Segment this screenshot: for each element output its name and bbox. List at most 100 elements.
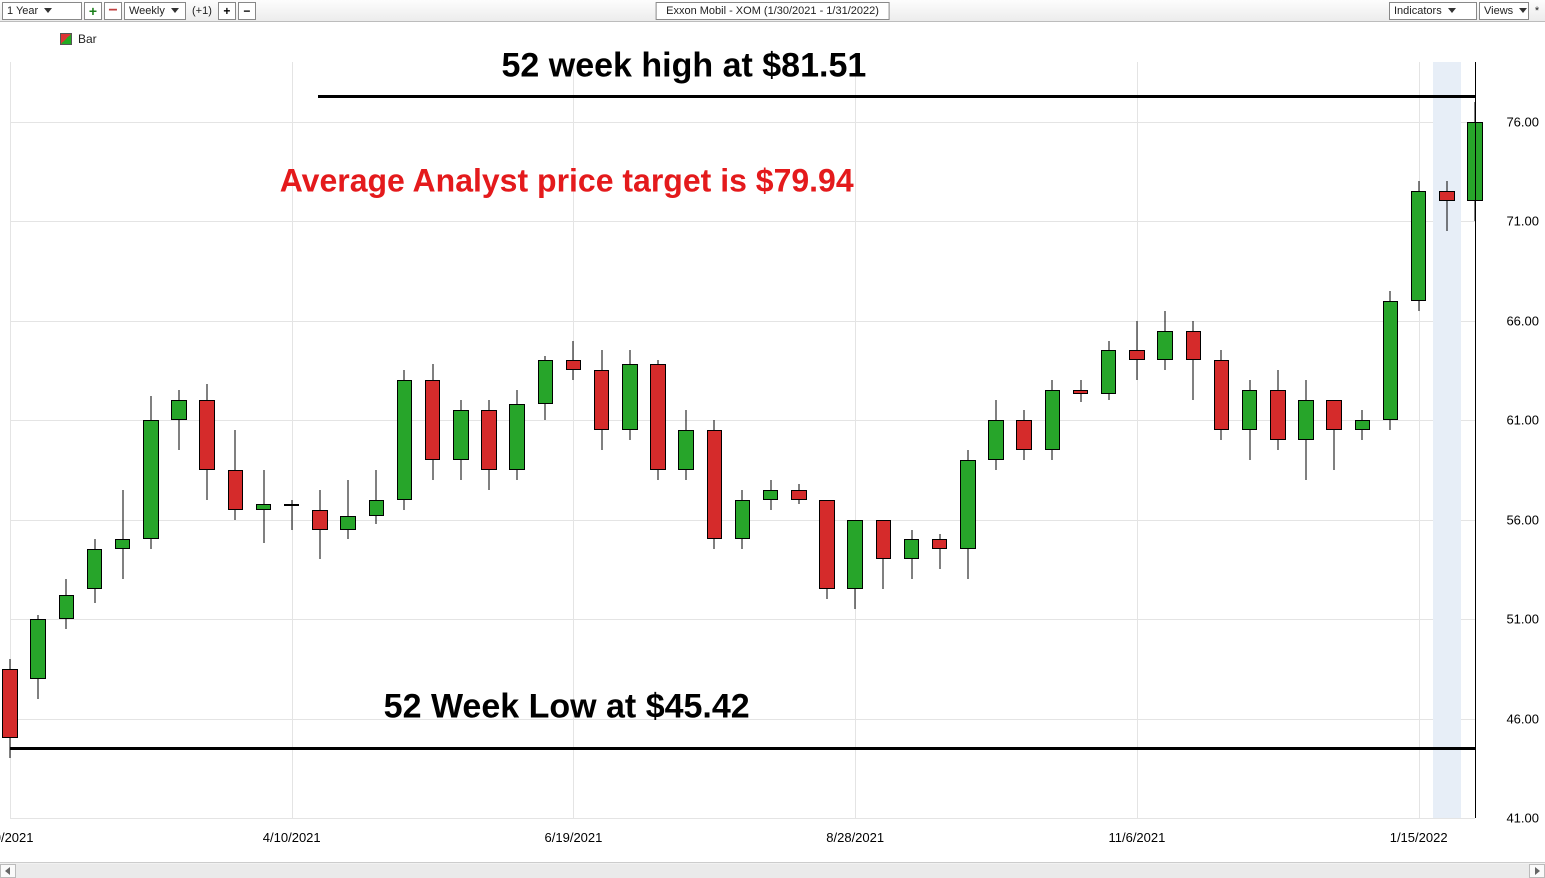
annotation-target: Average Analyst price target is $79.94 xyxy=(280,163,854,200)
candle-body xyxy=(171,400,186,420)
interval-select[interactable]: Weekly xyxy=(124,2,186,20)
candle-body xyxy=(1073,390,1088,394)
candle-body xyxy=(1186,331,1201,361)
scroll-right-button[interactable] xyxy=(1529,864,1545,878)
candle-body xyxy=(707,430,722,539)
chart-area: Bar 52 week high at $81.51Average Analys… xyxy=(0,22,1545,878)
toolbar-left: 1 Year + − Weekly (+1) + − xyxy=(0,2,256,20)
y-tick-label: 61.00 xyxy=(1506,413,1539,428)
y-tick-label: 41.00 xyxy=(1506,811,1539,826)
offset-decrease-button[interactable]: − xyxy=(238,2,256,20)
timeframe-select[interactable]: 1 Year xyxy=(2,2,82,20)
candle xyxy=(199,62,214,818)
y-axis: 41.0046.0051.0056.0061.0066.0071.0076.00 xyxy=(1475,62,1545,818)
offset-increase-button[interactable]: + xyxy=(218,2,236,20)
chevron-right-icon xyxy=(1533,867,1541,875)
x-tick-label: 30/2021 xyxy=(0,830,34,845)
zoom-in-button[interactable]: + xyxy=(84,2,102,20)
candle-body xyxy=(87,549,102,589)
candle-body xyxy=(143,420,158,539)
candle-body xyxy=(1157,331,1172,361)
candle-body xyxy=(453,410,468,460)
chevron-down-icon xyxy=(1448,8,1456,13)
candle-body xyxy=(847,520,862,590)
legend: Bar xyxy=(60,32,97,46)
candle-body xyxy=(538,360,553,404)
zoom-out-button[interactable]: − xyxy=(104,2,122,20)
modified-indicator: * xyxy=(1531,5,1543,17)
plot-region[interactable]: 52 week high at $81.51Average Analyst pr… xyxy=(10,62,1475,818)
candle xyxy=(1355,62,1370,818)
indicators-select[interactable]: Indicators xyxy=(1389,2,1477,20)
candle-body xyxy=(115,539,130,549)
candle xyxy=(30,62,45,818)
candle xyxy=(1214,62,1229,818)
candle xyxy=(1439,62,1454,818)
candle xyxy=(1101,62,1116,818)
candle-body xyxy=(1045,390,1060,450)
candle xyxy=(1186,62,1201,818)
candle-body xyxy=(904,539,919,559)
x-axis: 30/20214/10/20216/19/20218/28/202111/6/2… xyxy=(10,830,1475,850)
timeframe-value: 1 Year xyxy=(7,5,38,17)
candle-body xyxy=(960,460,975,550)
offset-label: (+1) xyxy=(192,5,212,17)
candle xyxy=(87,62,102,818)
candle-body xyxy=(1214,360,1229,430)
candle-body xyxy=(566,360,581,370)
views-label: Views xyxy=(1484,5,1513,17)
candle xyxy=(1242,62,1257,818)
gridline-h xyxy=(10,818,1475,819)
candle-body xyxy=(30,619,45,679)
horizontal-scrollbar[interactable] xyxy=(0,862,1545,878)
y-tick-label: 66.00 xyxy=(1506,313,1539,328)
candle xyxy=(1073,62,1088,818)
candle xyxy=(1157,62,1172,818)
scroll-left-button[interactable] xyxy=(0,864,16,878)
chart-title: Exxon Mobil - XOM (1/30/2021 - 1/31/2022… xyxy=(655,2,890,20)
candle-body xyxy=(397,380,412,499)
x-tick-label: 8/28/2021 xyxy=(826,830,884,845)
candle-body xyxy=(763,490,778,500)
candle xyxy=(1129,62,1144,818)
candle xyxy=(932,62,947,818)
y-tick-label: 51.00 xyxy=(1506,612,1539,627)
candle-body xyxy=(312,510,327,530)
candle-body xyxy=(425,380,440,460)
plus-icon: + xyxy=(223,5,230,17)
scroll-track[interactable] xyxy=(16,864,1529,878)
candle-body xyxy=(1411,191,1426,300)
candle-body xyxy=(59,595,74,619)
plus-icon: + xyxy=(89,4,97,18)
candle xyxy=(1016,62,1031,818)
minus-icon: − xyxy=(108,3,117,19)
candle-body xyxy=(509,404,524,470)
candle xyxy=(904,62,919,818)
candle-body xyxy=(988,420,1003,460)
views-select[interactable]: Views xyxy=(1479,2,1529,20)
candle-body xyxy=(1242,390,1257,430)
candle-body xyxy=(1016,420,1031,450)
candle xyxy=(59,62,74,818)
x-tick-label: 11/6/2021 xyxy=(1108,830,1165,845)
toolbar: 1 Year + − Weekly (+1) + − Exxon Mobil -… xyxy=(0,0,1545,22)
candle-body xyxy=(1383,301,1398,420)
candle xyxy=(1045,62,1060,818)
chevron-down-icon xyxy=(1519,8,1527,13)
chevron-down-icon xyxy=(171,8,179,13)
candle xyxy=(115,62,130,818)
candle xyxy=(1270,62,1285,818)
candle-body xyxy=(791,490,806,500)
annotation-low: 52 Week Low at $45.42 xyxy=(384,687,750,726)
candle xyxy=(1298,62,1313,818)
candle xyxy=(228,62,243,818)
candle xyxy=(960,62,975,818)
candle-body xyxy=(594,370,609,430)
minus-icon: − xyxy=(243,5,250,17)
candle-body xyxy=(1101,350,1116,394)
candle-wick xyxy=(348,480,349,540)
candle-body xyxy=(932,539,947,549)
indicators-label: Indicators xyxy=(1394,5,1442,17)
interval-value: Weekly xyxy=(129,5,165,17)
legend-label: Bar xyxy=(78,32,97,46)
